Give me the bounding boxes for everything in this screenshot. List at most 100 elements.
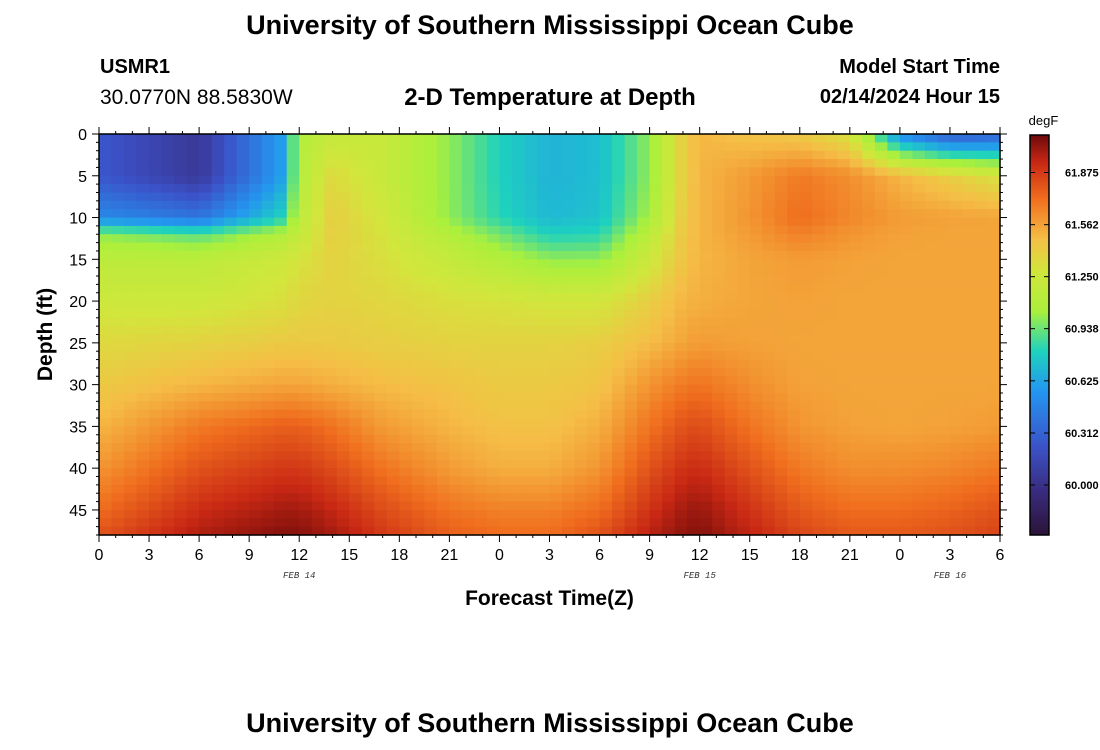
heatmap-cell — [474, 451, 488, 461]
heatmap-cell — [136, 493, 150, 503]
heatmap-cell — [587, 134, 601, 143]
heatmap-cell — [749, 292, 763, 302]
heatmap-cell — [787, 501, 801, 511]
heatmap-cell — [612, 317, 626, 327]
heatmap-cell — [974, 401, 989, 411]
heatmap-cell — [436, 484, 450, 494]
heatmap-cell — [349, 159, 363, 169]
heatmap-cell — [662, 384, 676, 394]
heatmap-cell — [249, 334, 263, 344]
heatmap-cell — [824, 167, 838, 177]
colorbar-tick-label: 61.875 — [1065, 168, 1099, 180]
heatmap-cell — [787, 426, 801, 436]
heatmap-cell — [787, 225, 801, 235]
heatmap-cell — [762, 242, 776, 252]
heatmap-cell — [236, 351, 250, 361]
heatmap-cell — [787, 526, 801, 536]
heatmap-cell — [374, 426, 388, 436]
heatmap-cell — [874, 309, 888, 319]
heatmap-cell — [124, 509, 138, 519]
heatmap-cell — [374, 401, 388, 411]
heatmap-cell — [436, 493, 450, 503]
heatmap-cell — [99, 367, 113, 377]
heatmap-cell — [799, 367, 813, 377]
heatmap-cell — [474, 309, 488, 319]
heatmap-cell — [361, 234, 375, 244]
heatmap-cell — [424, 326, 438, 336]
heatmap-cell — [649, 518, 663, 528]
heatmap-cell — [637, 334, 651, 344]
heatmap-cell — [536, 209, 551, 219]
heatmap-cell — [349, 184, 363, 194]
heatmap-cell — [987, 317, 1001, 327]
heatmap-cell — [311, 526, 325, 536]
y-tick-label: 15 — [69, 252, 87, 269]
heatmap-cell — [824, 192, 838, 202]
heatmap-cell — [536, 192, 551, 202]
heatmap-cell — [536, 284, 551, 294]
heatmap-cell — [699, 401, 713, 411]
heatmap-cell — [637, 459, 651, 469]
heatmap-cell — [199, 459, 213, 469]
heatmap-cell — [937, 501, 951, 511]
colorbar-swatch — [1030, 415, 1049, 418]
heatmap-cell — [224, 401, 238, 411]
heatmap-cell — [524, 267, 538, 277]
heatmap-cell — [311, 359, 325, 369]
heatmap-cell — [574, 217, 588, 227]
heatmap-cell — [436, 367, 450, 377]
heatmap-cell — [511, 443, 526, 453]
heatmap-cell — [599, 342, 613, 352]
heatmap-cell — [199, 526, 213, 536]
heatmap-cell — [824, 309, 838, 319]
heatmap-cell — [574, 418, 588, 427]
heatmap-cell — [461, 234, 476, 244]
heatmap-cell — [574, 284, 588, 294]
heatmap-cell — [587, 451, 601, 461]
heatmap-cell — [549, 175, 563, 185]
heatmap-cell — [249, 501, 263, 511]
colorbar-swatch — [1030, 217, 1049, 220]
heatmap-cell — [887, 242, 901, 252]
heatmap-cell — [399, 484, 413, 494]
heatmap-cell — [536, 342, 551, 352]
heatmap-cell — [549, 309, 563, 319]
heatmap-cell — [249, 192, 263, 202]
heatmap-cell — [124, 468, 138, 478]
heatmap-cell — [349, 443, 363, 453]
heatmap-cell — [111, 518, 125, 528]
heatmap-cell — [149, 334, 163, 344]
heatmap-cell — [311, 501, 325, 511]
heatmap-cell — [449, 150, 463, 160]
heatmap-cell — [324, 200, 338, 210]
heatmap-cell — [161, 217, 175, 227]
heatmap-cell — [99, 276, 113, 285]
heatmap-cell — [749, 175, 763, 185]
heatmap-cell — [624, 159, 638, 169]
heatmap-cell — [987, 509, 1001, 519]
heatmap-cell — [562, 175, 576, 185]
heatmap-cell — [361, 175, 375, 185]
heatmap-cell — [461, 259, 476, 269]
heatmap-cell — [762, 476, 776, 486]
heatmap-cell — [261, 192, 275, 202]
heatmap-cell — [224, 334, 238, 344]
heatmap-cell — [799, 217, 813, 227]
heatmap-cell — [887, 484, 901, 494]
heatmap-cell — [199, 301, 213, 311]
colorbar-swatch — [1030, 135, 1049, 138]
heatmap-cell — [111, 459, 125, 469]
heatmap-cell — [574, 434, 588, 444]
heatmap-cell — [99, 284, 113, 294]
heatmap-cell — [949, 184, 964, 194]
heatmap-cell — [474, 192, 488, 202]
heatmap-cell — [724, 334, 738, 344]
heatmap-cell — [574, 342, 588, 352]
heatmap-cell — [874, 292, 888, 302]
heatmap-cell — [324, 476, 338, 486]
heatmap-cell — [399, 526, 413, 536]
heatmap-cell — [824, 434, 838, 444]
heatmap-cell — [149, 209, 163, 219]
heatmap-cell — [749, 317, 763, 327]
heatmap-cell — [712, 142, 726, 152]
